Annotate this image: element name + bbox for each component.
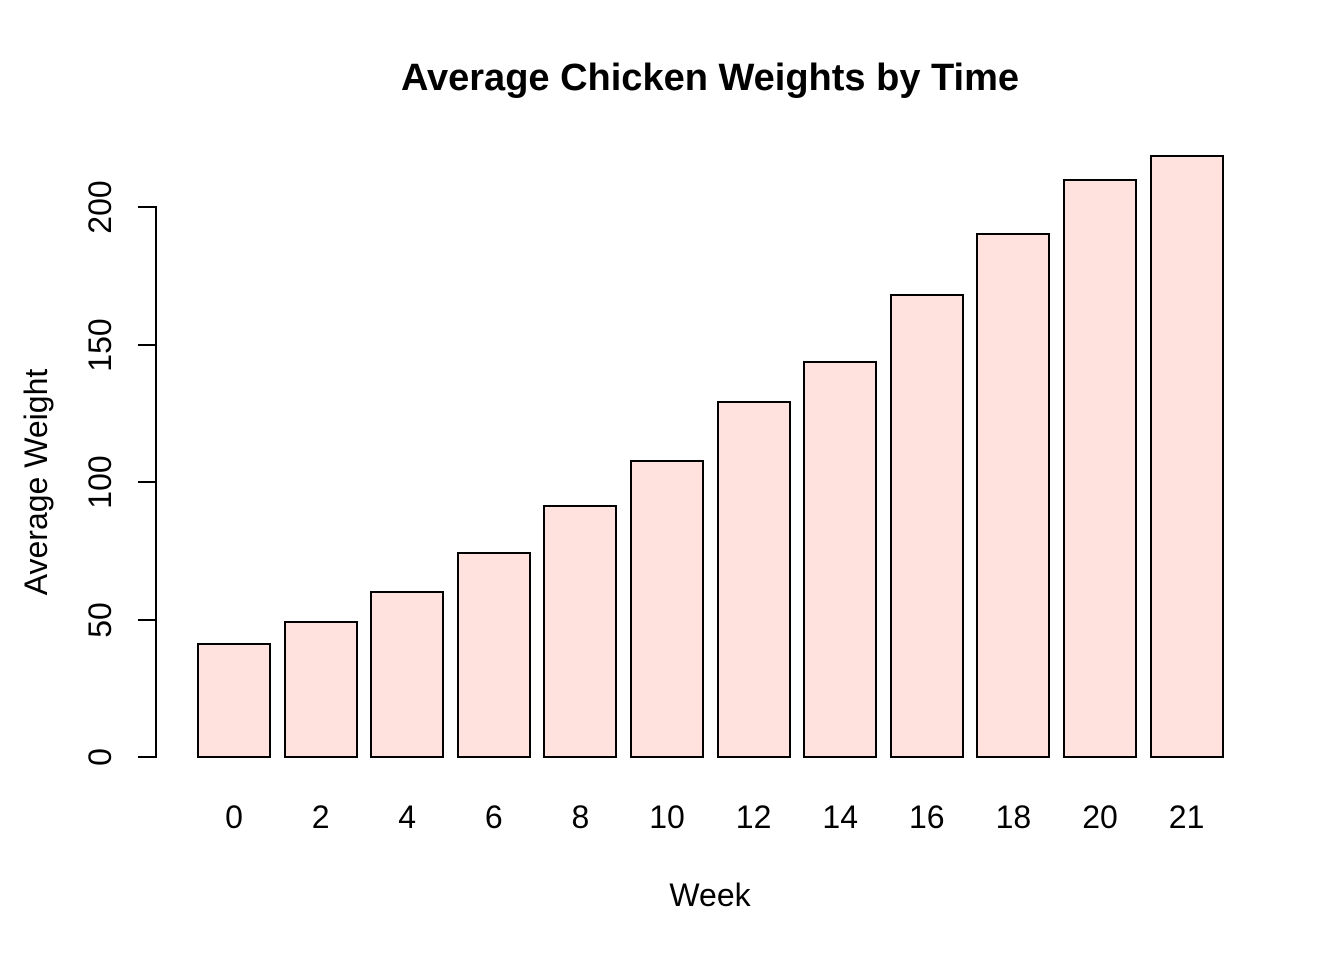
x-tick-label-10: 10 bbox=[649, 799, 685, 835]
x-tick-label-20: 20 bbox=[1082, 799, 1118, 835]
y-tick bbox=[138, 206, 155, 208]
x-tick-label-21: 21 bbox=[1168, 799, 1205, 835]
bar-week-14 bbox=[803, 360, 878, 758]
x-tick-label-2: 2 bbox=[311, 799, 330, 835]
bar-week-10 bbox=[630, 459, 704, 758]
y-tick-label: 50 bbox=[82, 601, 118, 638]
bar-week-8 bbox=[543, 504, 618, 758]
x-tick-label-4: 4 bbox=[398, 799, 417, 835]
bar-week-16 bbox=[889, 293, 964, 758]
bar-week-20 bbox=[1063, 179, 1137, 758]
y-tick-label: 0 bbox=[82, 748, 118, 766]
y-tick-label: 100 bbox=[82, 455, 118, 509]
x-tick-label-16: 16 bbox=[909, 799, 945, 835]
y-tick-label: 150 bbox=[82, 317, 118, 372]
x-axis-title: Week bbox=[669, 877, 751, 913]
bar-week-0 bbox=[197, 643, 271, 758]
bar-week-4 bbox=[370, 591, 445, 758]
x-tick-label-18: 18 bbox=[995, 799, 1032, 835]
x-tick-label-6: 6 bbox=[484, 799, 503, 835]
x-tick-label-12: 12 bbox=[735, 799, 772, 835]
bar-week-6 bbox=[456, 551, 531, 758]
x-tick-label-14: 14 bbox=[822, 799, 858, 835]
bar-week-18 bbox=[976, 233, 1051, 758]
y-tick-label: 200 bbox=[82, 180, 118, 234]
chart-title: Average Chicken Weights by Time bbox=[400, 57, 1020, 99]
x-tick-label-0: 0 bbox=[225, 799, 243, 835]
x-tick-label-8: 8 bbox=[571, 799, 590, 835]
y-tick bbox=[138, 756, 155, 758]
y-tick bbox=[138, 481, 155, 483]
bar-week-2 bbox=[283, 620, 358, 758]
bar-week-12 bbox=[716, 400, 791, 758]
y-tick bbox=[138, 618, 155, 621]
y-axis-line bbox=[155, 206, 157, 758]
y-tick bbox=[138, 343, 155, 346]
bar-week-21 bbox=[1149, 154, 1224, 758]
